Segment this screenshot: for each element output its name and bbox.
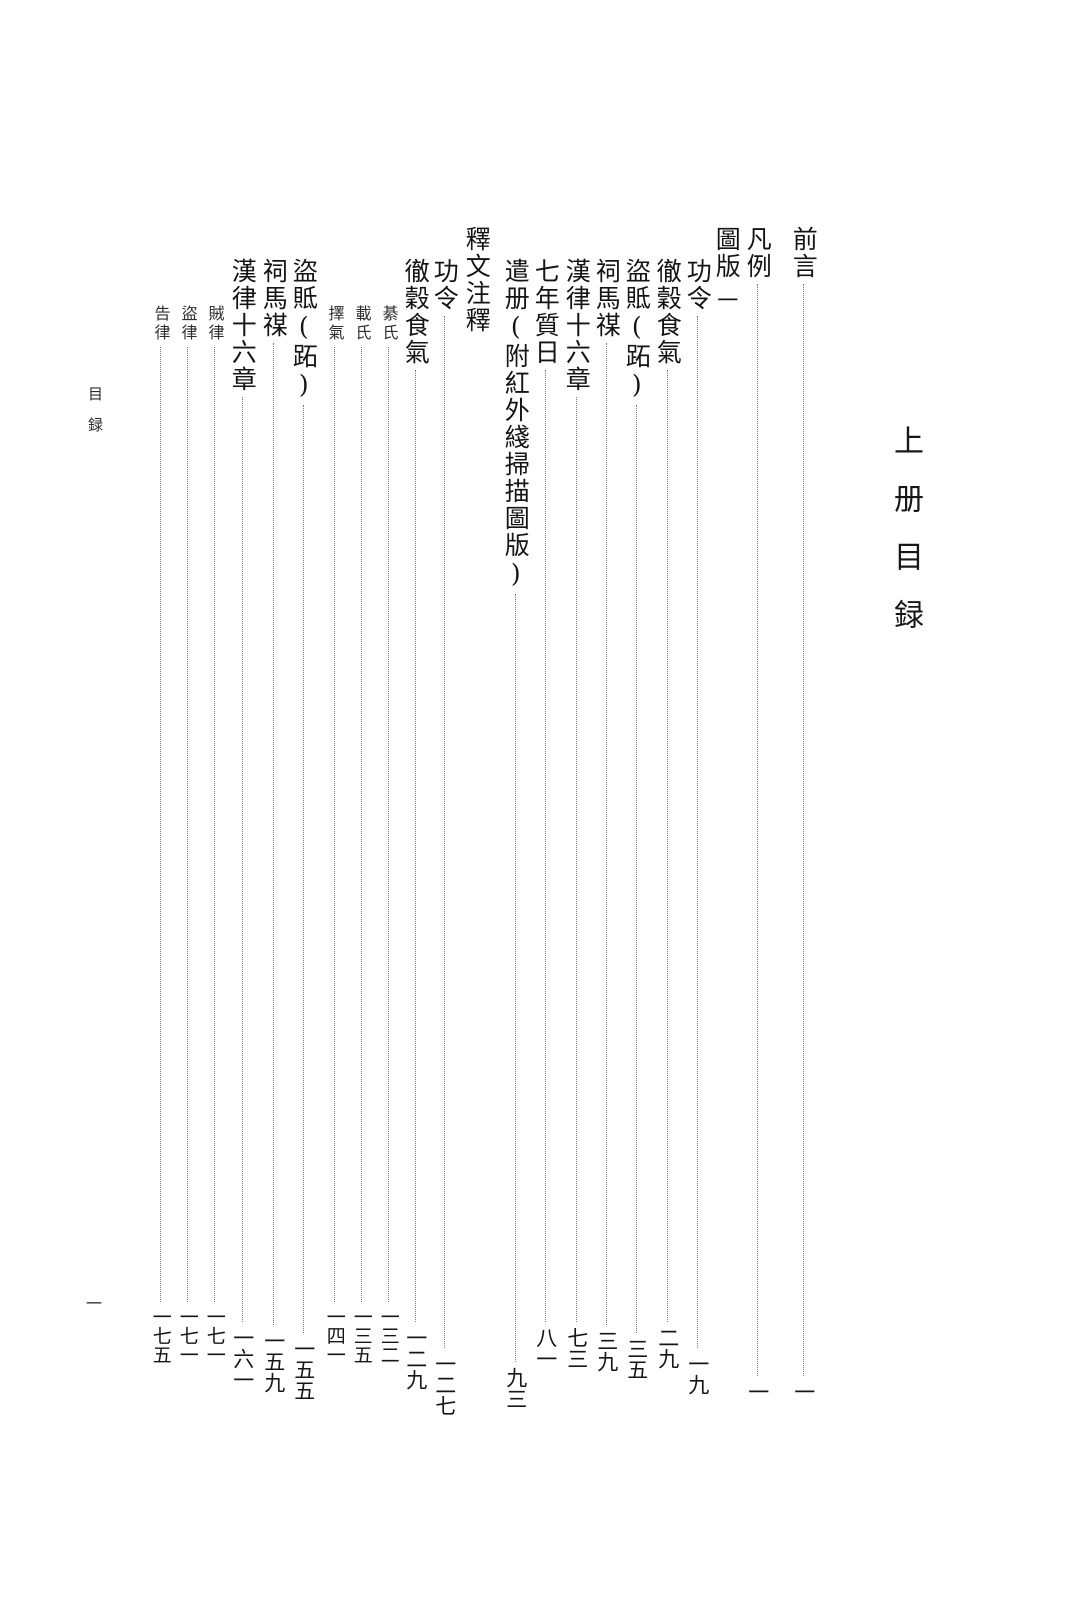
- toc-leader-dots: [575, 397, 577, 1322]
- toc-entry[interactable]: 功令 一二七: [424, 258, 464, 1416]
- toc-entry-label: 漢律十六章: [228, 258, 258, 393]
- folio-number: 一: [83, 1295, 102, 1311]
- toc-entry[interactable]: 告律 一七五: [140, 305, 180, 1364]
- toc-leader-dots: [213, 347, 215, 1302]
- toc-entry-label: 七年質日: [531, 258, 561, 366]
- toc-entry-page-number: 一七一: [176, 1307, 199, 1364]
- toc-entry-page-number: 一三二: [377, 1307, 400, 1364]
- toc-entry-label: 賊律: [205, 305, 225, 343]
- toc-entry[interactable]: 載氏 一三五: [341, 305, 381, 1364]
- toc-entry-label: 祠馬禖: [259, 258, 289, 339]
- toc-entry-label: 凡例: [743, 226, 773, 280]
- toc-entry[interactable]: 盜律 一七一: [167, 305, 207, 1364]
- toc-entry[interactable]: 漢律十六章 七三: [556, 258, 596, 1369]
- page-title: 上册目録: [888, 425, 923, 657]
- toc-entry[interactable]: 凡例一: [737, 226, 777, 1402]
- toc-leader-dots: [802, 284, 804, 1376]
- running-header: 目録: [86, 386, 104, 448]
- toc-entry-page-number: 一五五: [291, 1338, 316, 1401]
- toc-entry[interactable]: 擇氣 一四一: [314, 305, 354, 1364]
- toc-leader-dots: [272, 343, 274, 1325]
- toc-leader-dots: [302, 405, 304, 1333]
- toc-entry-page-number: 七三: [564, 1327, 589, 1369]
- toc-entry-page-number: 三五: [624, 1338, 649, 1380]
- toc-entry[interactable]: 祠馬禖 一五九: [253, 258, 293, 1393]
- toc-leader-dots: [544, 370, 546, 1322]
- toc-entry-label: 綦氏: [379, 305, 399, 343]
- toc-entry-page-number: 八一: [533, 1327, 558, 1369]
- toc-entry[interactable]: 徹穀食氣 一二九: [395, 258, 435, 1390]
- toc-entry-label: 盜貾(跖): [622, 258, 652, 401]
- toc-entry-page-number: 一: [714, 289, 739, 310]
- toc-entry-label: 徹穀食氣: [401, 258, 431, 366]
- toc-entry[interactable]: 賊律 一七一: [194, 305, 234, 1364]
- toc-entry-label: 漢律十六章: [562, 258, 592, 393]
- toc-entry-label: 盜律: [178, 305, 198, 343]
- toc-leader-dots: [159, 347, 161, 1302]
- toc-entry-label: 載氏: [352, 305, 372, 343]
- toc-entry[interactable]: 七年質日 八一: [525, 258, 565, 1369]
- toc-entry-page-number: 二九: [655, 1327, 680, 1369]
- toc-entry[interactable]: 盜貾(跖) 一五五: [283, 258, 323, 1401]
- toc-leader-dots: [443, 316, 445, 1348]
- toc-leader-dots: [360, 347, 362, 1302]
- toc-entry[interactable]: 前言一: [783, 226, 823, 1402]
- toc-entry-page-number: 一四一: [323, 1307, 346, 1364]
- toc-leader-dots: [635, 405, 637, 1333]
- toc-entry-label: 祠馬禖: [592, 258, 622, 339]
- toc-entry-page-number: 一五九: [261, 1330, 286, 1393]
- toc-leader-dots: [605, 343, 607, 1325]
- toc-entry[interactable]: 徹穀食氣 二九: [647, 258, 687, 1369]
- toc-entry-label: 釋文注釋: [462, 226, 492, 334]
- toc-entry-label: 盜貾(跖): [289, 258, 319, 401]
- toc-entry-page-number: 一六一: [230, 1327, 255, 1390]
- toc-leader-dots: [333, 347, 335, 1302]
- toc-entry-page-number: 一: [745, 1381, 770, 1402]
- toc-entry-label: 功令: [683, 258, 713, 312]
- toc-entry-page-number: 一九: [685, 1353, 710, 1395]
- toc-entry-label: 徹穀食氣: [653, 258, 683, 366]
- toc-leader-dots: [696, 316, 698, 1348]
- toc-entry[interactable]: 盜貾(跖) 三五: [616, 258, 656, 1380]
- toc-leader-dots: [514, 594, 516, 1362]
- toc-entry-page-number: 三九: [594, 1330, 619, 1372]
- toc-entry[interactable]: 釋文注釋: [456, 226, 496, 343]
- toc-leader-dots: [186, 347, 188, 1302]
- toc-leader-dots: [387, 347, 389, 1302]
- toc-entry-page-number: 九三: [503, 1367, 528, 1409]
- toc-entry[interactable]: 功令 一九: [677, 258, 717, 1395]
- toc-entry-label: 前言: [789, 226, 819, 280]
- toc-entry-label: 告律: [151, 305, 171, 343]
- toc-entry[interactable]: 祠馬禖 三九: [586, 258, 626, 1372]
- toc-entry-page-number: 一七一: [203, 1307, 226, 1364]
- toc-entry-page-number: 一七五: [149, 1307, 172, 1364]
- toc-entry-page-number: 一二九: [403, 1327, 428, 1390]
- toc-entry-page-number: 一二七: [432, 1353, 457, 1416]
- toc-entry[interactable]: 漢律十六章 一六一: [222, 258, 262, 1390]
- toc-entry[interactable]: 圖版一: [706, 226, 746, 310]
- toc-entry-label: 圖版: [712, 226, 742, 280]
- toc-entry-label: 擇氣: [325, 305, 345, 343]
- toc-entry[interactable]: 遣册(附紅外綫掃描圖版) 九三: [495, 258, 535, 1409]
- toc-leader-dots: [241, 397, 243, 1322]
- toc-leader-dots: [666, 370, 668, 1322]
- toc-entry-label: 遣册(附紅外綫掃描圖版): [501, 258, 531, 590]
- toc-leader-dots: [414, 370, 416, 1322]
- toc-entry-label: 功令: [430, 258, 460, 312]
- toc-leader-dots: [756, 284, 758, 1376]
- toc-entry[interactable]: 綦氏 一三二: [368, 305, 408, 1364]
- toc-entry-page-number: 一三五: [350, 1307, 373, 1364]
- toc-entry-page-number: 一: [791, 1381, 816, 1402]
